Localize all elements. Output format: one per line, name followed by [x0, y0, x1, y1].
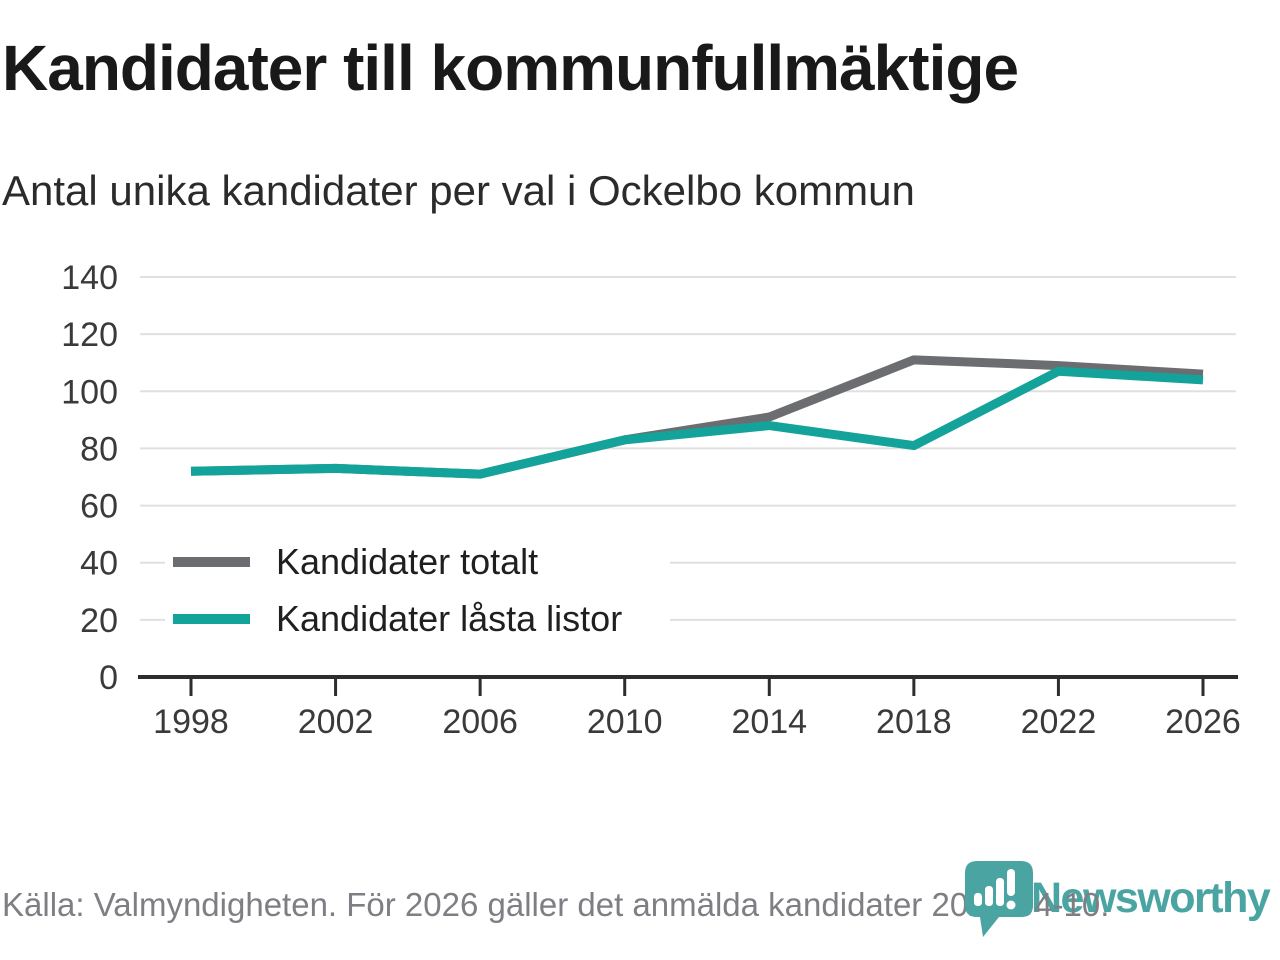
chart-legend: Kandidater totalt Kandidater låsta listo…: [165, 531, 671, 651]
newsworthy-pin-barchart-icon: [965, 861, 1033, 937]
newsworthy-wordmark: Newsworthy: [1031, 874, 1271, 922]
svg-text:140: 140: [61, 259, 118, 297]
svg-text:40: 40: [80, 545, 118, 583]
svg-text:2026: 2026: [1165, 703, 1241, 741]
legend-swatch-lasta-listor-icon: [173, 613, 250, 624]
svg-text:120: 120: [61, 316, 118, 354]
page-subtitle: Antal unika kandidater per val i Ockelbo…: [2, 167, 915, 214]
legend-swatch-totalt-icon: [173, 556, 250, 567]
legend-label-lasta-listor: Kandidater låsta listor: [276, 597, 623, 639]
page-title: Kandidater till kommunfullmäktige: [2, 32, 1019, 104]
legend-item-lasta-listor: Kandidater låsta listor: [173, 590, 622, 647]
legend-item-totalt: Kandidater totalt: [173, 533, 622, 590]
source-note: Källa: Valmyndigheten. För 2026 gäller d…: [2, 886, 1110, 923]
svg-text:20: 20: [80, 602, 118, 640]
svg-text:2014: 2014: [731, 703, 807, 741]
svg-text:2002: 2002: [298, 703, 374, 741]
svg-text:2022: 2022: [1021, 703, 1097, 741]
svg-text:60: 60: [80, 488, 118, 526]
svg-text:80: 80: [80, 430, 118, 468]
svg-text:2018: 2018: [876, 703, 952, 741]
svg-text:0: 0: [99, 659, 118, 697]
legend-label-totalt: Kandidater totalt: [276, 540, 539, 582]
svg-text:2006: 2006: [442, 703, 518, 741]
svg-text:1998: 1998: [153, 703, 229, 741]
svg-text:100: 100: [61, 373, 118, 411]
svg-text:2010: 2010: [587, 703, 663, 741]
